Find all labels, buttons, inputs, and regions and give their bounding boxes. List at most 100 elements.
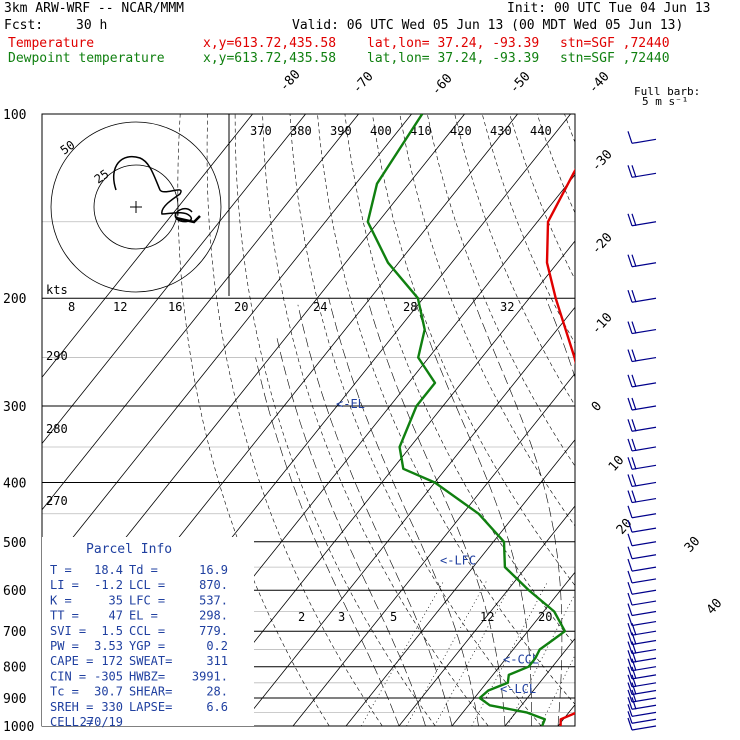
wind-barb	[627, 519, 657, 533]
wind-barb-flag	[627, 592, 633, 606]
forecast-hour: 30 h	[76, 18, 108, 33]
wind-barb-flag	[627, 623, 633, 636]
mixing-ratio-line	[539, 654, 575, 726]
pressure-tick-label: 200	[3, 292, 26, 307]
moist-adiabat-line	[638, 298, 710, 726]
parcel-info-box: Parcel Info T = 18.4 Td = 16.9 LI = -1.2 LCL = 8…	[42, 537, 254, 729]
speed-tick-label: 28	[403, 300, 417, 314]
wind-barb	[627, 213, 657, 227]
wind-barb	[627, 689, 657, 703]
dry-adiabat-line	[317, 114, 575, 705]
wind-barb-flag	[627, 697, 633, 710]
moist-adiabat-line	[545, 298, 575, 379]
wind-barb-flag	[627, 632, 633, 645]
wind-barb	[627, 419, 657, 432]
init-time: Init: 00 UTC Tue 04 Jun 13	[507, 1, 711, 16]
isotherm-line	[557, 704, 575, 726]
dry-adiabat-line	[372, 114, 575, 587]
wind-barb-flag	[627, 570, 633, 584]
wind-barb-flag	[631, 213, 637, 226]
wind-barb-flag	[631, 650, 637, 663]
isotherm-line	[451, 571, 575, 726]
hodograph-ring-label: 25	[92, 167, 112, 187]
wind-barb-shaft	[631, 578, 657, 584]
temperature-profile	[545, 168, 575, 726]
wind-barb-flag	[627, 131, 633, 144]
parcel-info-cell: SREH =	[50, 700, 93, 714]
speed-tick-label: 16	[168, 300, 182, 314]
parcel-info-cell: LAPSE=	[129, 700, 172, 714]
wind-barb-flag	[631, 490, 637, 503]
pressure-tick-label: 1000	[3, 720, 34, 735]
wind-barb-flag	[631, 641, 637, 654]
theta-left-label: 280	[46, 422, 68, 436]
hodograph-center	[130, 201, 142, 213]
wind-barb-shaft	[631, 620, 657, 627]
isotherm-line	[611, 114, 740, 726]
isotherm-line	[398, 505, 575, 726]
wind-barb-flag	[631, 457, 637, 470]
wind-barb	[627, 254, 657, 268]
pressure-tick-label: 100	[3, 108, 26, 123]
theta-left-label: 270	[46, 494, 68, 508]
wind-barb-shaft	[631, 589, 657, 595]
wind-barb-flag	[627, 603, 633, 616]
wind-barb-flag	[631, 689, 637, 703]
barb-legend-units: 5 m s⁻¹	[642, 95, 688, 108]
parcel-info-cell: LFC =	[129, 593, 165, 607]
wind-barb-flag	[627, 490, 633, 503]
parcel-info-cell: CAPE =	[50, 654, 93, 668]
theta-label: 430	[490, 124, 512, 138]
wind-barb	[627, 641, 657, 655]
wind-barb	[627, 592, 657, 606]
wind-barb-flag	[631, 674, 637, 687]
wind-barb-flag	[631, 697, 637, 710]
moist-adiabat-line	[413, 298, 532, 726]
wind-barb-shaft	[631, 600, 657, 606]
wind-barb-flag	[627, 558, 633, 572]
wind-barb-shaft	[631, 610, 657, 617]
barb-legend-title: Full barb:	[634, 85, 700, 98]
wind-barb-flag	[627, 165, 633, 178]
dry-adiabat-line	[234, 114, 436, 726]
parcel-info-cell: 870.	[199, 578, 228, 592]
temp-latlon: lat,lon= 37.24, -93.39	[367, 36, 540, 51]
level-marker-label: <-LFC	[440, 554, 476, 568]
wind-barb-flag	[631, 419, 637, 432]
moist-adiabat-line	[664, 298, 740, 726]
parcel-info-background	[42, 537, 254, 726]
profiles	[366, 114, 575, 726]
parcel-info-cell: 779.	[199, 624, 228, 638]
dry-adiabat-line	[206, 114, 383, 726]
parcel-info-cell: 330	[101, 700, 123, 714]
wind-barb-shaft	[631, 566, 657, 572]
speed-tick-label: 20	[234, 300, 248, 314]
parcel-info-cell: 47	[109, 609, 123, 623]
pressure-tick-label: 900	[3, 692, 26, 707]
parcel-info-cell: 6.6	[206, 700, 228, 714]
isotherm-line	[504, 637, 575, 726]
dry-adiabat-line	[647, 114, 740, 726]
dry-adiabat-line	[564, 114, 575, 144]
wind-barb-flag	[631, 321, 637, 334]
dry-adiabat-line	[344, 114, 575, 646]
wind-barb-flag	[631, 474, 637, 487]
wind-barb-flag	[627, 397, 633, 411]
dewpoint-profile	[366, 114, 567, 726]
pressure-tick-label: 600	[3, 584, 26, 599]
wind-barb	[627, 490, 657, 504]
hodograph: 25 50 kts	[46, 114, 230, 297]
dry-adiabat-line	[454, 114, 575, 406]
wind-barb	[627, 704, 657, 717]
dry-adiabat-line	[427, 114, 575, 467]
wind-barb-flag	[631, 397, 637, 411]
wind-barb	[627, 349, 657, 363]
isotherm-line	[292, 372, 575, 726]
legend-dewpoint: Dewpoint temperature	[8, 51, 165, 66]
wind-barb	[627, 558, 657, 572]
pressure-tick-label: 500	[3, 536, 26, 551]
wind-barb-flag	[631, 374, 637, 388]
parcel-info-cell: Td =	[129, 563, 158, 577]
wind-barb-flag	[627, 505, 633, 518]
